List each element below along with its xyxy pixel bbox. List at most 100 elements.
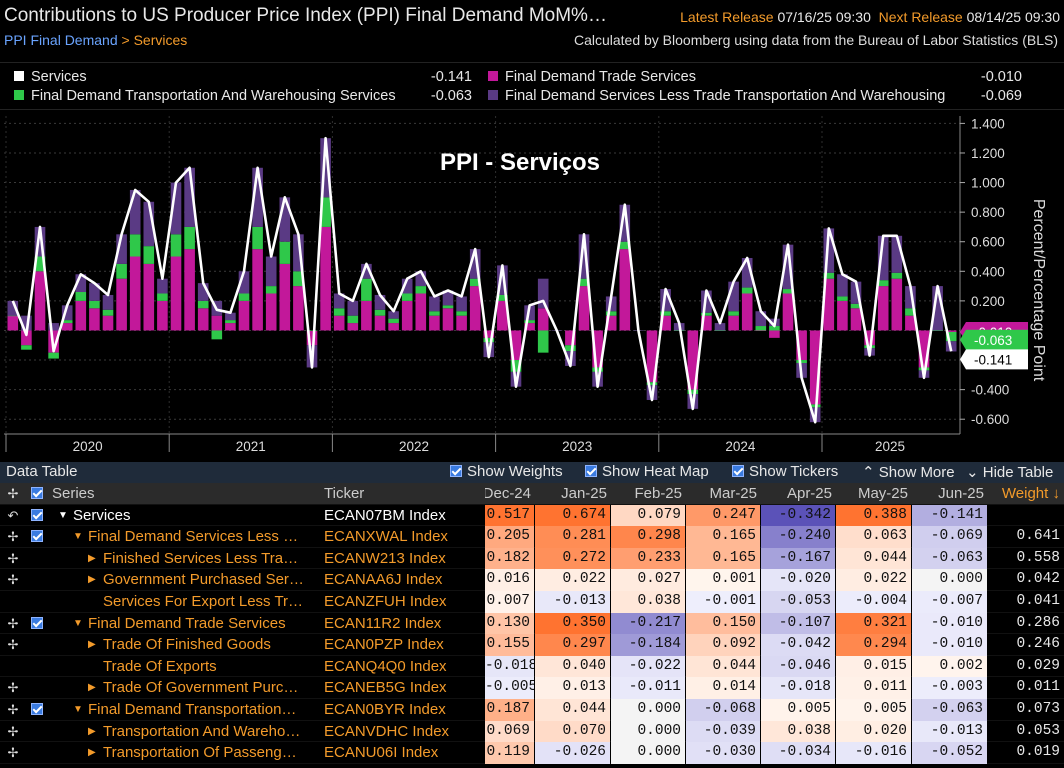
move-icon[interactable]: ✢ [7, 486, 19, 501]
value-cell: 0.005 [836, 699, 911, 721]
collapse-arrow-icon[interactable]: ▼ [73, 617, 83, 629]
value-cell: 0.165 [686, 526, 760, 548]
breadcrumb-separator: > [121, 32, 130, 48]
expand-arrow-icon[interactable]: ▶ [88, 639, 96, 651]
bar-trade [102, 315, 114, 331]
show-tickers-toggle[interactable]: Show Tickers [732, 463, 838, 480]
bar-trade [361, 300, 372, 331]
expand-arrow-icon[interactable]: ▶ [88, 574, 96, 586]
show-weights-toggle[interactable]: Show Weights [450, 463, 563, 480]
value-cell: -0.069 [912, 526, 987, 548]
data-table-toolbar: Data Table Show Weights Show Heat Map Sh… [0, 462, 1064, 483]
move-icon[interactable]: ✢ [7, 637, 19, 653]
row-checkbox[interactable] [31, 616, 43, 629]
value-cell: 0.007 [485, 591, 534, 613]
table-row[interactable]: ↶ ▼ Services ECAN07BM Index 0.517 0.674 0.079 0… [0, 504, 1064, 527]
table-row[interactable]: ✢ ▶ Finished Services Less Tra… ECANW213 In… [0, 547, 1064, 570]
move-icon[interactable]: ✢ [7, 550, 19, 566]
breadcrumb-ppi-final-demand[interactable]: PPI Final Demand [4, 32, 118, 48]
table-row[interactable]: ✢ ▶ Government Purchased Ser… ECANAA6J Inde… [0, 569, 1064, 591]
expand-arrow-icon[interactable]: ▶ [88, 552, 96, 564]
value-cell: -0.063 [912, 699, 987, 721]
show-heat-map-toggle[interactable]: Show Heat Map [585, 463, 709, 480]
value-cell: -0.013 [535, 591, 610, 613]
move-icon[interactable]: ✢ [7, 702, 19, 717]
collapse-arrow-icon[interactable]: ▼ [58, 509, 68, 521]
bar-trade [184, 249, 195, 331]
value-cell: 0.000 [611, 720, 685, 743]
move-icon[interactable]: ✢ [7, 615, 19, 631]
bar-services-less [823, 228, 835, 273]
table-row[interactable]: ✢ ▶ Transportation And Wareho… ECANVDHC Ind… [0, 720, 1064, 743]
row-checkbox[interactable] [31, 508, 43, 521]
bar-trade [524, 323, 535, 331]
bar-transportation [565, 345, 576, 352]
bar-trade [537, 308, 549, 331]
hide-table-button[interactable]: ⌄ Hide Table [966, 464, 1054, 481]
value-cell: 0.092 [686, 634, 760, 656]
bar-services-less [388, 311, 399, 319]
move-icon[interactable]: ✢ [7, 745, 19, 761]
breadcrumb-services[interactable]: Services [133, 32, 188, 48]
bar-transportation [660, 311, 671, 316]
value-cell: -0.217 [611, 612, 685, 635]
release-info: Latest Release 07/16/25 09:30 Next Relea… [680, 9, 1060, 25]
bar-trade [497, 300, 508, 331]
bar-trade [728, 315, 739, 331]
value-cell: -0.018 [761, 677, 835, 699]
table-row[interactable]: ✢ ▼ Final Demand Trade Services ECAN11R2 In… [0, 612, 1064, 635]
row-checkbox[interactable] [31, 703, 43, 715]
bar-transportation [469, 278, 481, 287]
select-all-checkbox[interactable] [31, 487, 43, 499]
move-icon[interactable]: ✢ [7, 572, 19, 588]
bar-transportation [197, 300, 209, 309]
ticker: ECANEB5G Index [324, 679, 447, 697]
table-row[interactable]: ✢ ▶ Transportation Of Passeng… ECANU06I Ind… [0, 742, 1064, 764]
value-cell: 0.298 [611, 526, 685, 548]
bar-transportation [728, 311, 739, 316]
move-icon[interactable]: ✢ [7, 529, 19, 545]
bar-trade [918, 330, 930, 368]
collapse-arrow-icon[interactable]: ▼ [73, 531, 83, 543]
legend-item-transportation[interactable]: Final Demand Transportation And Warehous… [14, 88, 396, 104]
value-cell: 0.016 [485, 569, 534, 591]
x-tick-label: 2022 [399, 439, 429, 454]
expand-arrow-icon[interactable]: ▶ [88, 725, 96, 737]
value-cell: 0.022 [535, 569, 610, 591]
bar-services-less [877, 235, 889, 281]
bar-transportation [877, 280, 889, 287]
table-row[interactable]: ✢ ▶ Trade Of Finished Goods ECAN0PZP Index 0… [0, 634, 1064, 656]
show-more-button[interactable]: ⌃ Show More [862, 464, 955, 481]
expand-arrow-icon[interactable]: ▶ [88, 682, 96, 694]
table-row[interactable]: Services For Export Less Tr… ECANZFUH Ind… [0, 591, 1064, 613]
chevron-up-icon: ⌃ [862, 464, 875, 481]
expand-arrow-icon[interactable]: ▶ [88, 747, 96, 759]
table-row[interactable]: Trade Of Exports ECANQ4Q0 Index -0.018 0.04… [0, 655, 1064, 678]
bar-trade [877, 286, 889, 331]
series-name: Trade Of Government Purc… [103, 679, 299, 697]
legend-item-trade[interactable]: Final Demand Trade Services [488, 69, 696, 85]
legend-item-services-less[interactable]: Final Demand Services Less Trade Transpo… [488, 88, 945, 104]
table-row[interactable]: ✢ ▶ Trade Of Government Purc… ECANEB5G Inde… [0, 677, 1064, 699]
collapse-arrow-icon[interactable]: ▼ [73, 704, 83, 715]
bar-services-less [265, 256, 277, 287]
table-row[interactable]: ✢ ▼ Final Demand Transportation… ECAN0BYR I… [0, 699, 1064, 721]
undo-icon[interactable]: ↶ [7, 507, 19, 523]
move-icon[interactable]: ✢ [7, 723, 19, 739]
value-cell: 0.079 [611, 504, 685, 527]
y-tick-label: 0.200 [971, 294, 1005, 309]
series-name: Government Purchased Ser… [103, 571, 304, 589]
value-cell: 0.022 [836, 569, 911, 591]
row-checkbox[interactable] [31, 530, 43, 543]
bar-transportation [850, 303, 862, 309]
bar-transportation [7, 315, 19, 317]
bar-services-less [89, 283, 100, 301]
bar-trade [605, 315, 617, 331]
move-icon[interactable]: ✢ [7, 680, 19, 696]
legend-item-services[interactable]: Services [14, 69, 87, 85]
bar-trade [7, 315, 19, 331]
bar-services-less [238, 271, 250, 294]
weight-cell: 0.019 [1016, 744, 1060, 761]
bar-trade [129, 256, 141, 331]
table-row[interactable]: ✢ ▼ Final Demand Services Less … ECANXWAL I… [0, 526, 1064, 548]
